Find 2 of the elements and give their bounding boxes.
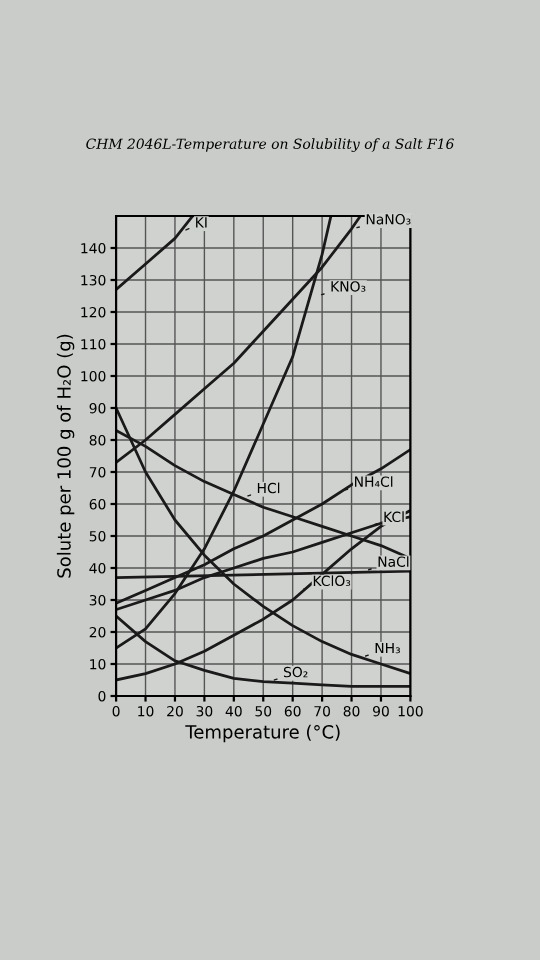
y-axis-title: Solute per 100 g of H₂O (g) bbox=[56, 334, 75, 578]
x-axis-title: Temperature (°C) bbox=[185, 724, 340, 743]
